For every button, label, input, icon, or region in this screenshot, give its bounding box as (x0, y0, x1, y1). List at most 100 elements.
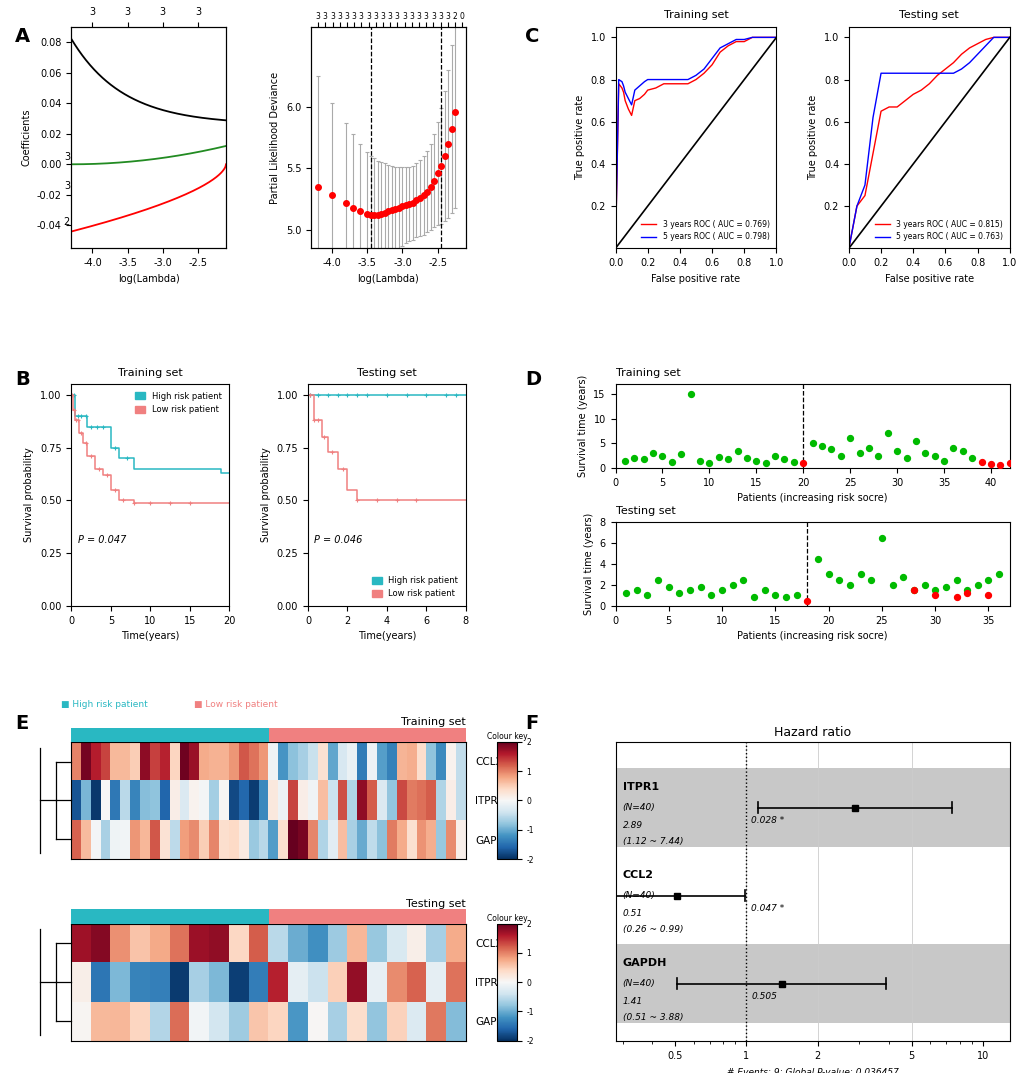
Text: Testing set: Testing set (406, 899, 466, 909)
Title: Hazard ratio: Hazard ratio (773, 726, 851, 739)
Y-axis label: Survival probability: Survival probability (261, 447, 271, 543)
Point (436, 147, 452, 164)
Point (878, 425, 895, 442)
Point (443, 120, 460, 137)
Legend: High risk patient, Low risk patient: High risk patient, Low risk patient (368, 573, 461, 602)
Bar (614, 944, 1009, 1024)
Point (738, 450, 754, 467)
Point (851, 444, 867, 461)
Point (748, 452, 764, 469)
Text: 3: 3 (64, 180, 70, 191)
Point (936, 578, 953, 596)
Point (798, 592, 814, 609)
Point (426, 172, 442, 189)
Point (841, 576, 857, 593)
Y-axis label: Survival time (years): Survival time (years) (578, 374, 587, 477)
Point (663, 454, 680, 471)
Point (618, 585, 634, 602)
Point (926, 587, 943, 604)
Y-axis label: True positive rate: True positive rate (807, 94, 817, 180)
Text: Training set: Training set (614, 368, 680, 378)
Point (415, 187, 431, 204)
Point (757, 454, 773, 471)
Text: (N=40): (N=40) (622, 892, 655, 900)
Text: Testing set: Testing set (614, 505, 675, 516)
Text: 2: 2 (63, 218, 70, 227)
Point (969, 576, 985, 593)
Title: Testing set: Testing set (899, 11, 958, 20)
Text: (N=40): (N=40) (622, 804, 655, 812)
Point (905, 582, 921, 599)
Point (795, 454, 811, 471)
Legend: 3 years ROC ( AUC = 0.815), 5 years ROC ( AUC = 0.763): 3 years ROC ( AUC = 0.815), 5 years ROC … (870, 217, 1005, 245)
Text: (N=40): (N=40) (622, 980, 655, 988)
Point (873, 529, 890, 546)
Point (862, 571, 878, 588)
Point (387, 201, 404, 218)
Point (419, 183, 435, 201)
Text: C: C (525, 27, 539, 46)
Point (692, 578, 708, 596)
Point (979, 587, 996, 604)
Point (822, 441, 839, 458)
Point (700, 454, 716, 471)
Point (982, 455, 999, 472)
Text: CCL2: CCL2 (622, 870, 653, 880)
Point (963, 450, 979, 467)
X-axis label: Patients (increasing risk socre): Patients (increasing risk socre) (737, 494, 887, 503)
Point (691, 452, 707, 469)
Point (915, 576, 931, 593)
Legend: High risk patient, Low risk patient: High risk patient, Low risk patient (131, 388, 225, 417)
X-axis label: False positive rate: False positive rate (651, 274, 740, 283)
Point (408, 192, 424, 209)
Point (644, 444, 660, 461)
X-axis label: log(Lambda): log(Lambda) (118, 274, 179, 283)
Text: (0.51 ~ 3.88): (0.51 ~ 3.88) (622, 1013, 683, 1021)
Point (635, 451, 651, 468)
Point (766, 587, 783, 604)
Point (745, 589, 761, 606)
Point (788, 587, 804, 604)
Point (639, 587, 655, 604)
Point (616, 452, 633, 469)
Point (373, 205, 389, 222)
Point (935, 452, 952, 469)
Point (990, 565, 1007, 583)
Point (979, 571, 996, 588)
Text: Training set: Training set (400, 717, 466, 727)
Text: 2.89: 2.89 (622, 821, 642, 829)
Point (383, 202, 399, 219)
Y-axis label: Coefficients: Coefficients (21, 108, 32, 166)
Text: GAPDH: GAPDH (622, 958, 666, 968)
Point (405, 194, 421, 211)
Point (719, 451, 736, 468)
Point (785, 454, 801, 471)
Point (898, 450, 914, 467)
Y-axis label: True positive rate: True positive rate (575, 94, 584, 180)
Point (394, 197, 411, 215)
Text: P = 0.047: P = 0.047 (77, 534, 126, 544)
Point (713, 582, 730, 599)
Point (702, 587, 718, 604)
X-axis label: Time(years): Time(years) (358, 631, 416, 641)
X-axis label: False positive rate: False positive rate (883, 274, 973, 283)
Bar (614, 856, 1009, 936)
Point (804, 435, 820, 452)
Point (660, 578, 677, 596)
Point (832, 447, 848, 465)
Point (945, 440, 961, 457)
Text: # Events: 9; Global P-value: 0.036457: # Events: 9; Global P-value: 0.036457 (726, 1068, 898, 1073)
Title: Training set: Training set (663, 11, 728, 20)
Point (925, 447, 942, 465)
Point (366, 206, 382, 223)
Point (777, 589, 794, 606)
Point (869, 447, 886, 465)
Point (390, 200, 407, 217)
Title: Training set: Training set (118, 368, 182, 378)
Text: A: A (15, 27, 31, 46)
Point (954, 442, 970, 459)
Point (948, 571, 964, 588)
Point (376, 204, 392, 221)
Text: E: E (15, 714, 29, 733)
Legend: 3 years ROC ( AUC = 0.769), 5 years ROC ( AUC = 0.798): 3 years ROC ( AUC = 0.769), 5 years ROC … (638, 217, 771, 245)
